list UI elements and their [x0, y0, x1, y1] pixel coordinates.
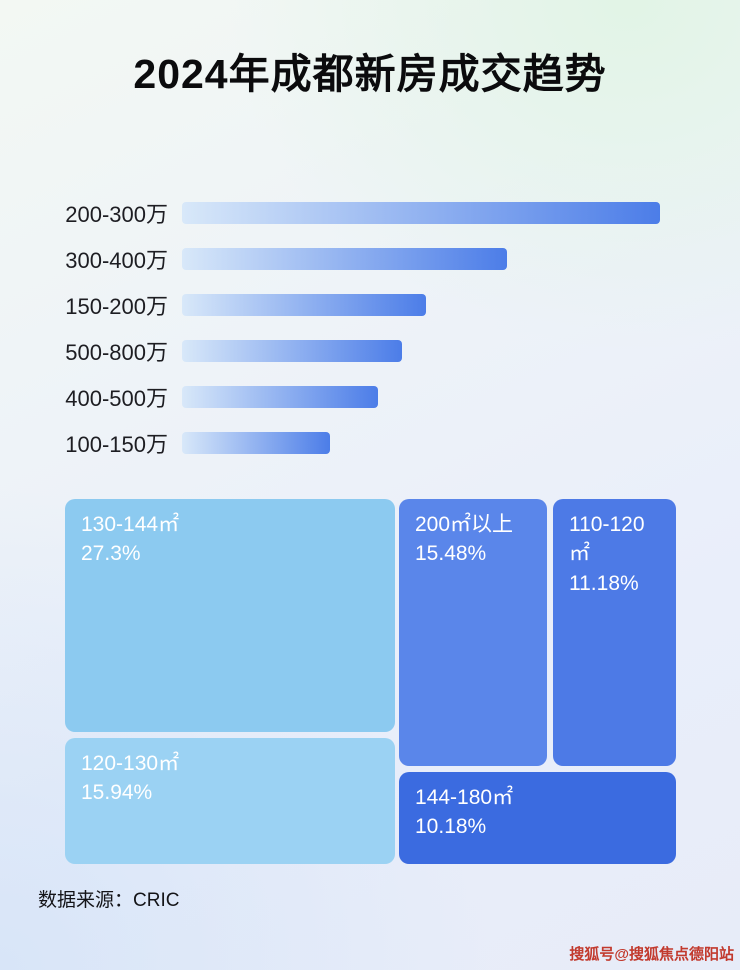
bar-row: 300-400万	[40, 236, 660, 282]
treemap-block-value: 27.3%	[81, 542, 141, 566]
treemap-block-label: 144-180㎡	[415, 786, 514, 809]
bar-track	[182, 248, 660, 270]
bar-track	[182, 386, 660, 408]
treemap-block-label: 110-120㎡	[569, 513, 645, 566]
bar-category-label: 100-150万	[65, 432, 168, 457]
bar-track	[182, 202, 660, 224]
treemap-block-label: 130-144㎡	[81, 513, 180, 536]
treemap-block: 110-120㎡ 11.18%	[553, 499, 676, 766]
bar-category-label: 500-800万	[65, 340, 168, 365]
bar	[182, 202, 660, 224]
bar-track	[182, 294, 660, 316]
bar	[182, 340, 402, 362]
treemap-block-value: 10.18%	[415, 815, 487, 839]
bar-row: 100-150万	[40, 420, 660, 466]
treemap-block: 120-130㎡ 15.94%	[65, 738, 395, 864]
bar-track	[182, 340, 660, 362]
bar	[182, 386, 378, 408]
page-title: 2024年成都新房成交趋势	[133, 51, 607, 97]
treemap-block-value: 15.48%	[415, 542, 487, 566]
price-range-bar-chart: 200-300万 300-400万 150-200万 500-800万 400-500万…	[0, 190, 740, 466]
data-source-label: 数据来源：CRIC	[38, 890, 180, 911]
treemap-block: 130-144㎡ 27.3%	[65, 499, 395, 732]
treemap-block-value: 11.18%	[569, 571, 639, 595]
watermark-text: 搜狐号@搜狐焦点德阳站	[569, 946, 734, 963]
bar-row: 150-200万	[40, 282, 660, 328]
bar	[182, 432, 331, 454]
treemap-block: 144-180㎡ 10.18%	[399, 772, 676, 864]
treemap-block: 200㎡以上 15.48%	[399, 499, 547, 766]
bar-row: 400-500万	[40, 374, 660, 420]
bar-category-label: 200-300万	[65, 202, 168, 227]
bar	[182, 248, 508, 270]
treemap-block-label: 200㎡以上	[415, 513, 514, 536]
treemap-block-value: 15.94%	[81, 781, 153, 805]
bar-row: 500-800万	[40, 328, 660, 374]
bar-category-label: 400-500万	[65, 386, 168, 411]
bar	[182, 294, 426, 316]
bar-track	[182, 432, 660, 454]
treemap-block-label: 120-130㎡	[81, 752, 180, 775]
area-share-treemap: 130-144㎡ 27.3% 120-130㎡ 15.94% 200㎡以上 15.48% 1…	[0, 499, 740, 865]
bar-category-label: 150-200万	[65, 294, 168, 319]
bar-row: 200-300万	[40, 190, 660, 236]
bar-category-label: 300-400万	[65, 248, 168, 273]
